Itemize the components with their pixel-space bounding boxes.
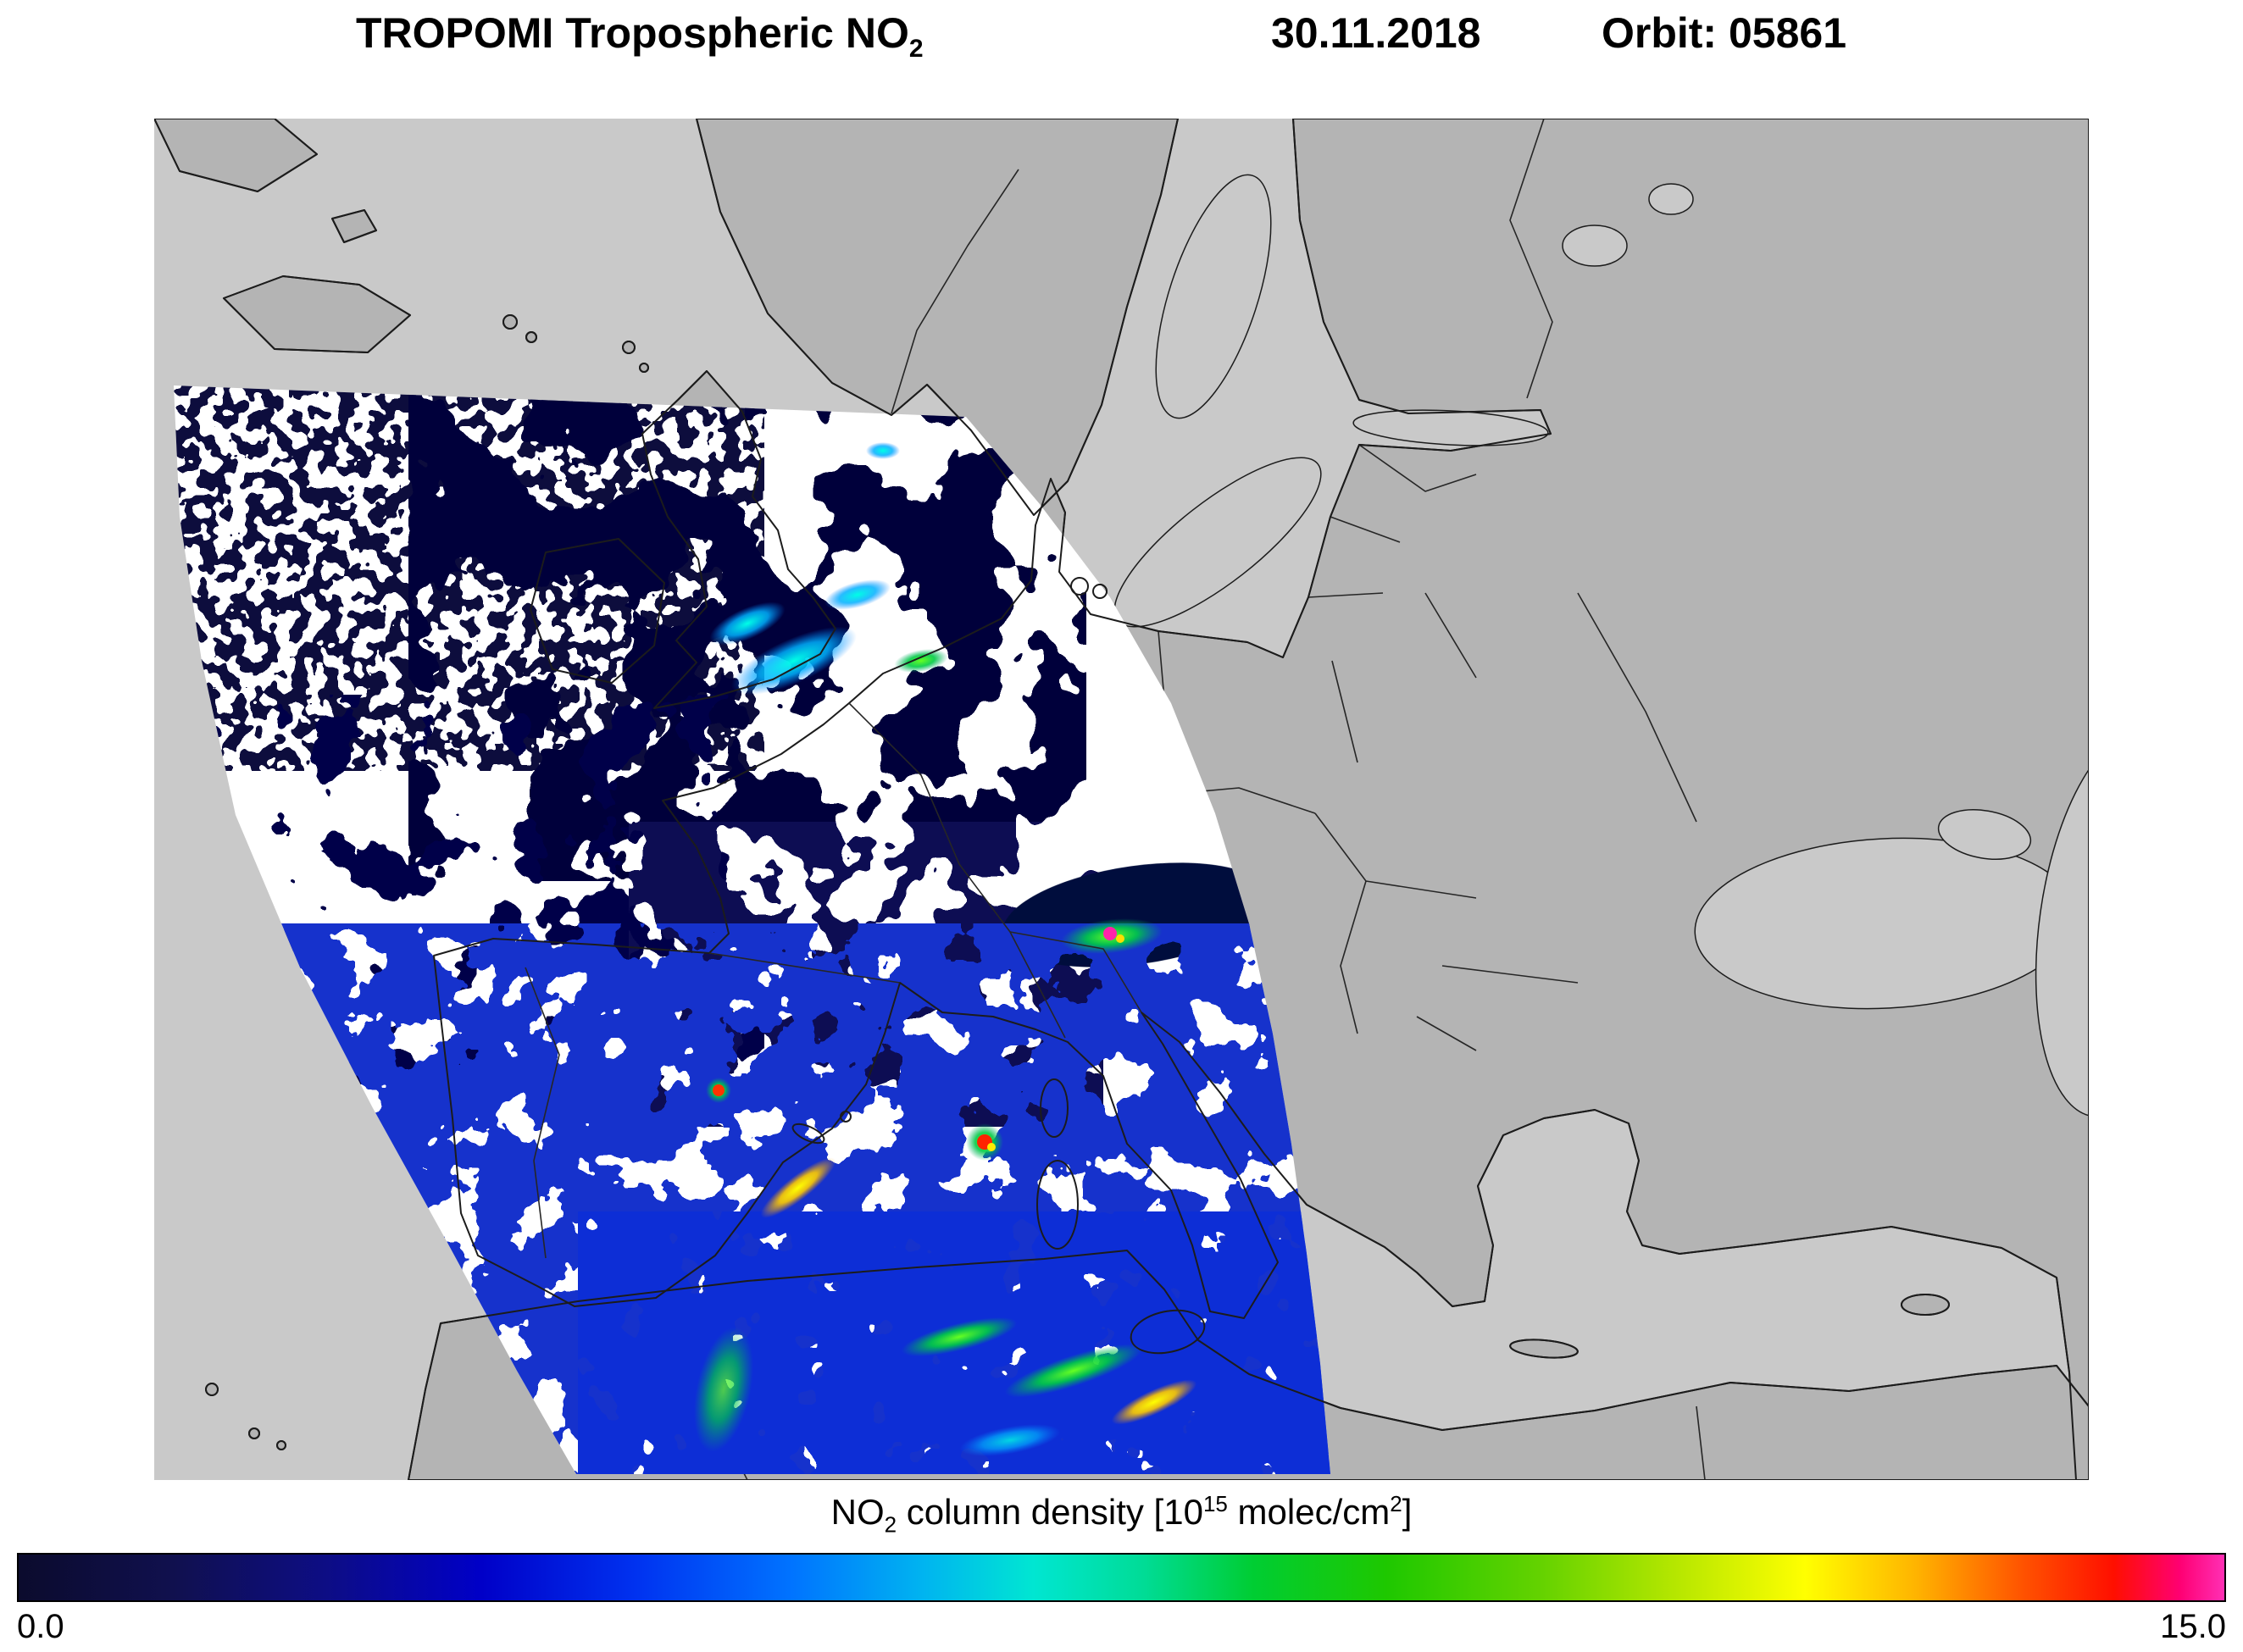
no2-plume-algeria-1: [901, 1317, 1018, 1356]
colorbar-gradient: [19, 1555, 2224, 1600]
no2-plume-valencia-coast: [760, 1157, 836, 1218]
figure-title: TROPOMI Tropospheric NO2: [356, 8, 924, 64]
figure-title-text: TROPOMI Tropospheric NO: [356, 9, 909, 57]
hotspot-west-med-secondary: [987, 1143, 996, 1151]
colorbar-title-unit: molec/cm: [1227, 1492, 1391, 1532]
colorbar-title-no: NO: [830, 1492, 885, 1532]
no2-plume-midlands: [709, 601, 786, 646]
colorbar-title-exp15: 15: [1202, 1491, 1228, 1516]
colorbar-title: NO2 column density [1015 molec/cm2]: [0, 1491, 2243, 1538]
no2-plume-benelux: [824, 579, 891, 610]
country-borders: [679, 119, 1706, 1480]
no2-plume-southern-england: [731, 626, 857, 696]
no2-plume-algeria-2: [1004, 1344, 1143, 1398]
swath-data: [174, 385, 1330, 1474]
no2-plume-tunisia: [1111, 1379, 1197, 1425]
map-panel: [154, 119, 2089, 1480]
colorbar-min-label: 0.0: [17, 1608, 64, 1645]
colorbar-title-bracket: ]: [1402, 1492, 1413, 1532]
colorbar-title-sub2: 2: [884, 1511, 897, 1538]
colorbar-title-mid: column density [10: [897, 1492, 1203, 1532]
no2-plume-morocco: [694, 1327, 753, 1452]
no2-plume-ruhr: [894, 649, 948, 673]
hotspot-po-valley-secondary: [1116, 934, 1124, 943]
sea-overlays: [1113, 174, 2089, 1117]
colorbar-max-label: 15.0: [2160, 1608, 2226, 1645]
colorbar: [17, 1553, 2226, 1602]
caspian-sea: [2035, 729, 2089, 1117]
no2-plume-denmark: [866, 442, 900, 459]
figure-date: 30.11.2018: [1271, 9, 1481, 57]
hotspot-madrid-core: [713, 1084, 725, 1096]
country-borders-swath: [525, 702, 1142, 1259]
no2-plume-sahara-coast: [959, 1424, 1061, 1456]
colorbar-title-exp2: 2: [1390, 1491, 1402, 1516]
figure-title-subscript: 2: [908, 35, 924, 63]
figure-orbit: Orbit: 05861: [1602, 9, 1847, 57]
hotspot-po-valley-core: [1103, 927, 1117, 940]
europe-map: [154, 119, 2089, 1480]
